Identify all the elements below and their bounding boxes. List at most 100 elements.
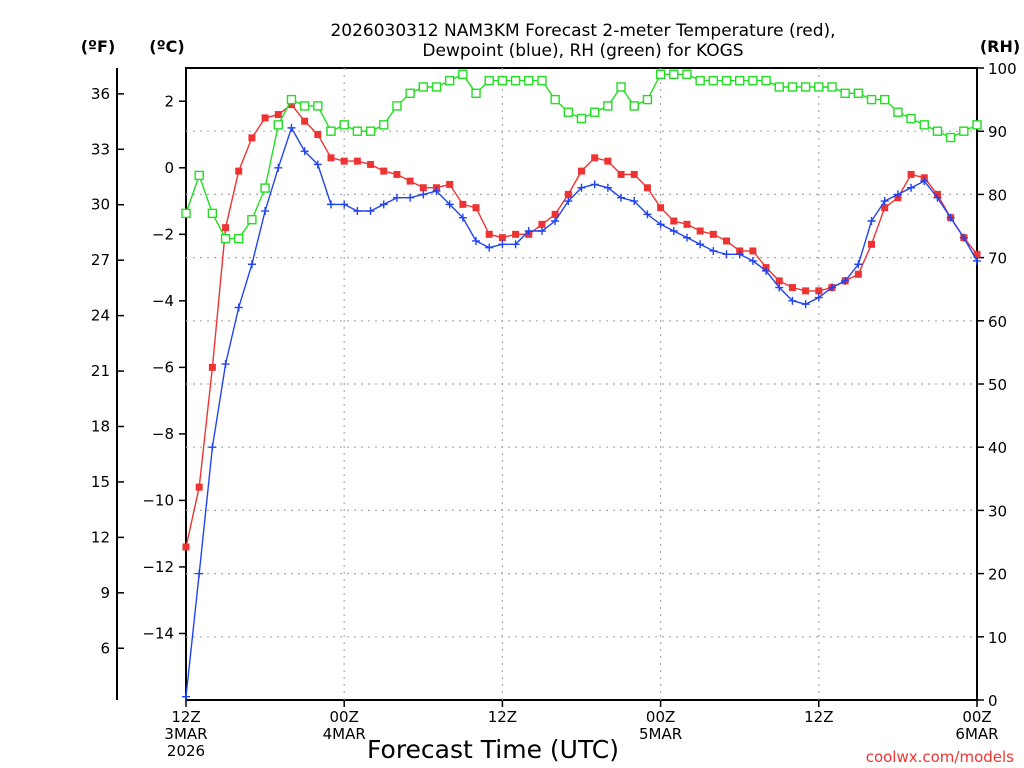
rh-point [392, 101, 402, 111]
dewpoint-point [630, 197, 639, 206]
celsius-tick-label: −12 [142, 558, 174, 576]
temperature-point [868, 240, 876, 248]
rh-unit-label: (RH) [980, 37, 1020, 56]
rh-tick-label: 80 [988, 186, 1007, 204]
fahrenheit-tick-label: 15 [91, 473, 110, 491]
series-line [185, 126, 978, 697]
series-line [185, 73, 978, 240]
gridlines [186, 68, 977, 700]
celsius-tick-label: 0 [164, 159, 174, 177]
rh-point [827, 82, 837, 92]
dewpoint-point [221, 360, 230, 369]
rh-point [563, 107, 574, 117]
dewpoint-point [287, 123, 296, 132]
dewpoint-point [827, 283, 836, 292]
rh-point [919, 120, 929, 130]
rh-tick-label: 90 [988, 123, 1007, 141]
rh-point [629, 101, 639, 111]
temperature-point [815, 287, 823, 295]
chart-title-line2: Dewpoint (blue), RH (green) for KOGS [422, 41, 743, 61]
x-tick-label: 00Z [330, 708, 359, 726]
axis-ticks: −14 −12 −10 −8 −6 −4 −2 0 2 6 9 12 15 18 21 24 27 30 33 36 0… [91, 60, 1017, 760]
dewpoint-point [788, 296, 797, 305]
dewpoint-point [485, 243, 494, 252]
dewpoint-point [313, 160, 322, 169]
dewpoint-point [762, 266, 771, 275]
dewpoint-point [920, 177, 929, 186]
temperature-point [393, 170, 401, 178]
fahrenheit-tick-label: 9 [100, 584, 110, 602]
rh-point [550, 94, 560, 105]
dewpoint-point [445, 200, 454, 209]
rh-point [959, 126, 969, 136]
dewpoint-point [709, 246, 718, 255]
temperature-point [881, 204, 889, 212]
dewpoint-point [247, 260, 256, 269]
fahrenheit-tick-label: 36 [91, 85, 110, 103]
dewpoint-point [748, 256, 757, 265]
dewpoint-point [208, 443, 217, 452]
rh-point [313, 101, 323, 111]
rh-point [853, 88, 864, 98]
rh-point [418, 82, 428, 92]
rh-point [194, 170, 204, 181]
credit-text: coolwx.com/models [866, 748, 1014, 766]
temperature-point [578, 167, 585, 175]
temperature-point [564, 190, 572, 198]
series-dewpoint [182, 123, 981, 701]
fahrenheit-tick-label: 12 [91, 528, 110, 546]
dewpoint-point [340, 200, 349, 209]
x-tick-label: 00Z [962, 708, 991, 726]
temperature-point [301, 117, 309, 125]
rh-point [379, 120, 389, 130]
temperature-point [538, 220, 546, 228]
temperature-point [472, 204, 480, 212]
rh-point [405, 88, 415, 98]
temperature-point [709, 230, 717, 238]
rh-tick-label: 60 [988, 313, 1007, 331]
rh-tick-label: 40 [988, 439, 1007, 457]
x-tick-label: 12Z [171, 708, 200, 726]
dewpoint-point [669, 226, 678, 235]
dewpoint-point [537, 226, 546, 235]
rh-point [774, 82, 784, 92]
temperature-point [498, 234, 506, 242]
celsius-tick-label: −4 [152, 292, 174, 310]
rh-point [932, 126, 943, 136]
temperature-point [670, 217, 678, 225]
rh-point [589, 107, 600, 117]
celsius-tick-label: 2 [164, 92, 174, 110]
rh-point [247, 214, 257, 225]
rh-point [695, 75, 705, 86]
x-tick-label: 3MAR [164, 725, 207, 743]
celsius-tick-label: −14 [142, 624, 174, 642]
rh-point [220, 233, 231, 244]
rh-point [444, 75, 455, 86]
rh-point [814, 82, 824, 92]
x-tick-label: 00Z [646, 708, 675, 726]
temperature-point [591, 154, 599, 162]
dewpoint-point [274, 163, 283, 172]
temperature-point [459, 200, 467, 208]
dewpoint-point [590, 180, 599, 189]
rh-point [273, 120, 283, 130]
series-temperature [182, 101, 981, 551]
dewpoint-point [854, 260, 863, 269]
temperature-point [327, 154, 335, 162]
chart-title-line1: 2026030312 NAM3KM Forecast 2-meter Tempe… [330, 21, 835, 41]
rh-point [431, 82, 442, 92]
fahrenheit-tick-label: 30 [91, 196, 110, 214]
dewpoint-point [379, 200, 388, 209]
dewpoint-point [261, 207, 270, 216]
dewpoint-point [893, 190, 902, 199]
temperature-point [235, 167, 243, 175]
dewpoint-point [735, 250, 744, 259]
rh-point [207, 208, 218, 219]
rh-point [365, 126, 376, 136]
temperature-point [630, 170, 638, 178]
temperature-point [775, 277, 783, 285]
dewpoint-point [814, 293, 823, 302]
rh-point [840, 88, 850, 98]
rh-point [510, 75, 521, 86]
